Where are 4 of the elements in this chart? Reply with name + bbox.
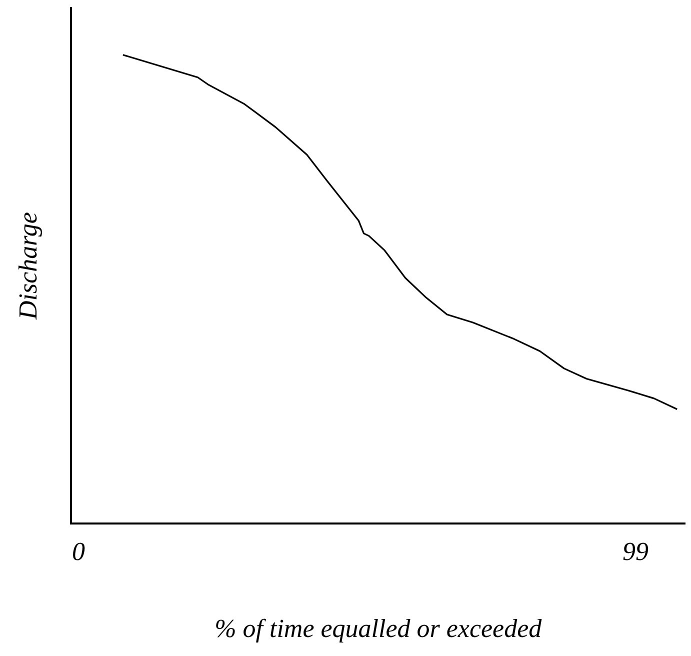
x-axis-title: % of time equalled or exceeded [214, 614, 543, 644]
x-tick-label: 0 [72, 537, 86, 566]
y-axis-title: Discharge [13, 212, 42, 320]
x-tick-label: 99 [622, 537, 648, 566]
